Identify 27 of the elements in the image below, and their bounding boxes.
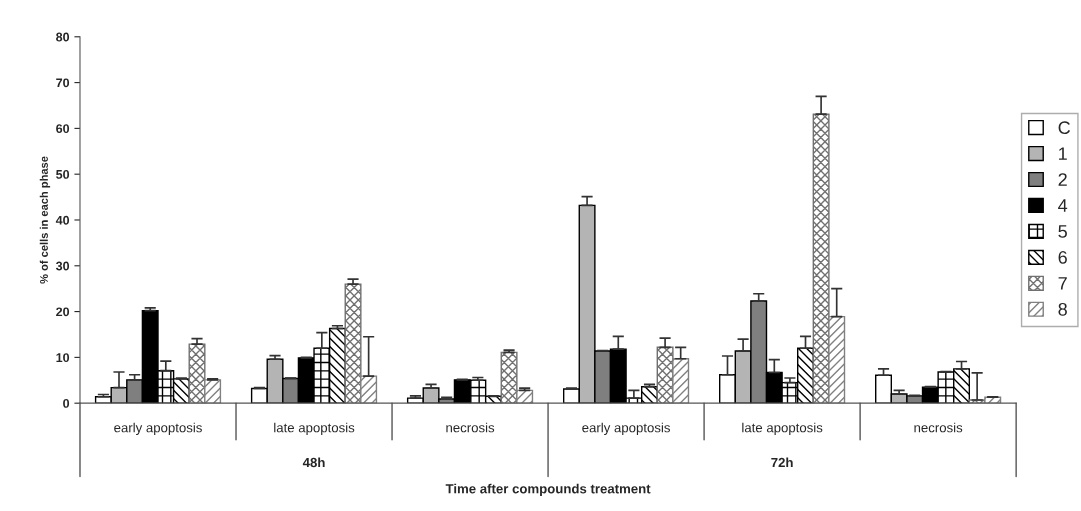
y-tick-label: 20 (56, 307, 70, 317)
x-tick-label: late apoptosis (274, 422, 355, 435)
legend-label: 1 (1059, 147, 1067, 160)
text: 48h (302, 457, 325, 468)
legend-label: 6 (1058, 251, 1067, 264)
legend-label: 5 (1058, 225, 1067, 238)
y-tick-label: 50 (56, 169, 70, 179)
y-tick-label: 0 (63, 398, 70, 408)
x-tick-label: necrosis (446, 422, 495, 433)
x-tick-label: necrosis (914, 422, 963, 433)
x-tick-label: early apoptosis (582, 422, 670, 435)
x-axis-title: Time after compounds treatment (445, 483, 651, 497)
y-axis-title: % of cells in each phase (39, 156, 51, 284)
y-tick-label: 80 (56, 32, 70, 42)
y-tick-label: 30 (55, 261, 70, 271)
y-tick-label: 10 (56, 353, 70, 363)
legend-label: 8 (1058, 302, 1067, 316)
text: 72h (771, 457, 793, 468)
y-tick-label: 40 (55, 215, 70, 225)
y-tick-label: 60 (56, 124, 70, 134)
x-tick-label: early apoptosis (114, 422, 202, 435)
x-tick-label: late apoptosis (742, 422, 823, 435)
legend-label: 4 (1058, 199, 1068, 212)
y-tick-label: 70 (56, 78, 70, 88)
legend-label: 7 (1058, 277, 1067, 290)
legend-label: C (1058, 121, 1071, 135)
legend-label: 2 (1058, 173, 1067, 186)
